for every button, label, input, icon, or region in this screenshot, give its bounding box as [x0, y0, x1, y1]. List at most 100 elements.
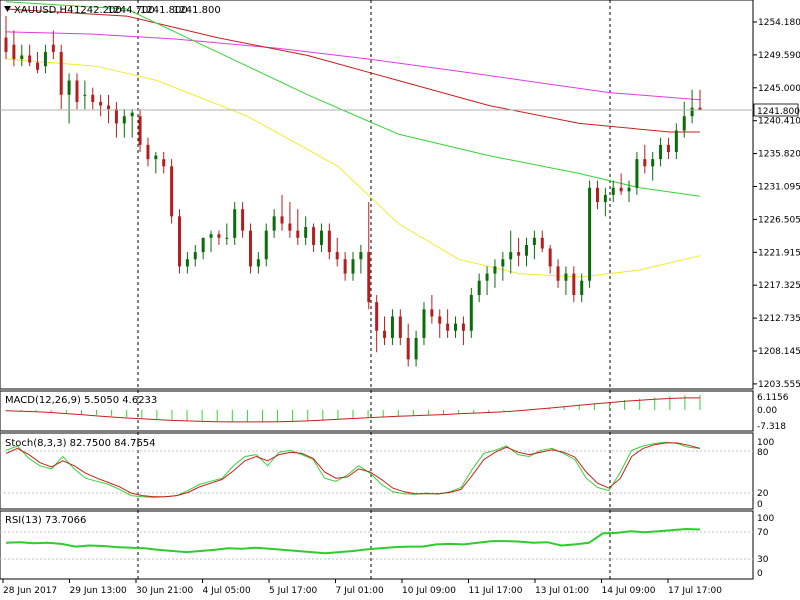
price-tick-label: 1235.820	[758, 150, 800, 160]
candle-body	[185, 259, 189, 267]
candle-body	[548, 248, 552, 267]
candle-body	[67, 80, 71, 95]
candle-body	[130, 112, 134, 117]
stoch-main-line	[5, 441, 701, 498]
candle-body	[359, 252, 363, 260]
macd-pane[interactable]	[0, 390, 754, 432]
time-tick-label: 13 Jul 01:00	[535, 586, 589, 596]
candle-body	[390, 316, 394, 338]
candle-body	[580, 280, 584, 296]
rsi-pane[interactable]	[0, 510, 754, 580]
time-tick-label: 4 Jul 05:00	[203, 586, 252, 596]
candle-body	[4, 37, 8, 52]
time-axis: 28 Jun 2017 29 Jun 13:00 30 Jun 21:00 4 Jul…	[2, 579, 722, 596]
svg-text:30: 30	[757, 555, 769, 565]
candle-body	[690, 107, 694, 117]
rsi-axis: 100 70 30 0	[757, 514, 774, 579]
candle-body	[454, 323, 458, 331]
collapse-arrow-icon[interactable]	[4, 6, 11, 12]
candle-body	[351, 259, 355, 274]
candle-body	[627, 187, 631, 192]
ohlc-low: 1241.800	[140, 5, 188, 16]
ohlc-close: 1241.800	[173, 5, 221, 16]
candle-body	[698, 107, 702, 111]
stoch-header: Stoch(8,3,3) 82.7500 84.7654	[5, 438, 156, 449]
candle-body	[588, 187, 592, 281]
period-separators	[137, 0, 611, 579]
svg-text:70: 70	[757, 528, 769, 538]
candle-body	[422, 309, 426, 338]
rsi-indicator	[5, 527, 701, 555]
candle-body	[43, 51, 47, 67]
candle-body	[525, 244, 528, 256]
candle-body	[540, 237, 544, 249]
candle-body	[438, 316, 442, 324]
time-tick-label: 28 Jun 2017	[3, 586, 57, 596]
candle-body	[12, 44, 16, 60]
candle-body	[51, 44, 55, 52]
price-axis: 1254.180 1249.590 1245.000 1240.410 1235.820…	[753, 18, 800, 390]
candle-body	[248, 230, 252, 267]
svg-text:1241.800: 1241.800	[757, 107, 800, 117]
price-tick-label: 1226.505	[758, 215, 800, 225]
candle-body	[398, 316, 402, 338]
candle-body	[107, 105, 111, 110]
candle-body	[178, 216, 181, 267]
stoch-signal-line	[5, 442, 701, 498]
candle-body	[619, 187, 623, 192]
candle-body	[28, 55, 32, 63]
candle-body	[327, 230, 331, 253]
ohlc-open: 1242.200	[74, 5, 122, 16]
current-price-tag: 1241.800	[753, 103, 800, 117]
candle-body	[217, 234, 221, 238]
candle-body	[674, 130, 678, 152]
candle-body	[414, 337, 418, 360]
price-tick-label: 1208.145	[758, 347, 800, 357]
stochastic-indicator	[5, 441, 701, 498]
time-tick-label: 17 Jul 17:00	[668, 586, 722, 596]
candle-body	[430, 309, 434, 317]
price-tick-label: 1249.590	[758, 51, 800, 61]
price-tick-label: 1254.180	[758, 18, 800, 28]
candle-body	[659, 144, 663, 160]
time-tick-label: 29 Jun 13:00	[70, 586, 127, 596]
candle-body	[651, 159, 655, 167]
macd-signal-line	[5, 397, 700, 423]
candle-body	[375, 302, 379, 331]
ma-magenta-line	[5, 31, 701, 101]
candle-body	[666, 144, 670, 152]
candle-body	[146, 144, 150, 160]
ma-yellow-line	[5, 58, 701, 278]
time-tick-label: 30 Jun 21:00	[136, 586, 193, 596]
macd-axis: 6.1156 0.00 -7.318	[757, 393, 789, 432]
candle-body	[477, 280, 481, 296]
candle-body	[643, 159, 647, 167]
svg-text:100: 100	[757, 438, 774, 448]
candle-body	[304, 227, 308, 238]
candle-body	[122, 116, 126, 124]
candle-body	[509, 252, 513, 260]
price-tick-label: 1217.325	[758, 281, 800, 291]
stoch-pane[interactable]	[0, 432, 754, 510]
time-tick-label: 11 Jul 17:00	[469, 586, 523, 596]
price-tick-label: 1240.410	[758, 117, 800, 127]
candle-body	[154, 155, 158, 160]
candle-body	[99, 101, 103, 106]
candle-body	[20, 55, 24, 60]
candle-body	[162, 159, 166, 167]
candle-body	[312, 227, 316, 245]
candle-body	[572, 273, 576, 296]
candle-body	[241, 209, 245, 231]
candle-body	[335, 252, 339, 260]
svg-text:0: 0	[757, 500, 763, 510]
candle-body	[193, 252, 197, 260]
candle-body	[296, 230, 300, 238]
candle-body	[501, 259, 505, 267]
candle-body	[59, 51, 63, 95]
price-tick-label: 1203.555	[758, 380, 800, 390]
rsi-line	[5, 527, 701, 555]
symbol-label: XAUUSD,H4	[14, 5, 73, 16]
candlesticks	[4, 16, 702, 367]
svg-text:0: 0	[757, 569, 763, 579]
